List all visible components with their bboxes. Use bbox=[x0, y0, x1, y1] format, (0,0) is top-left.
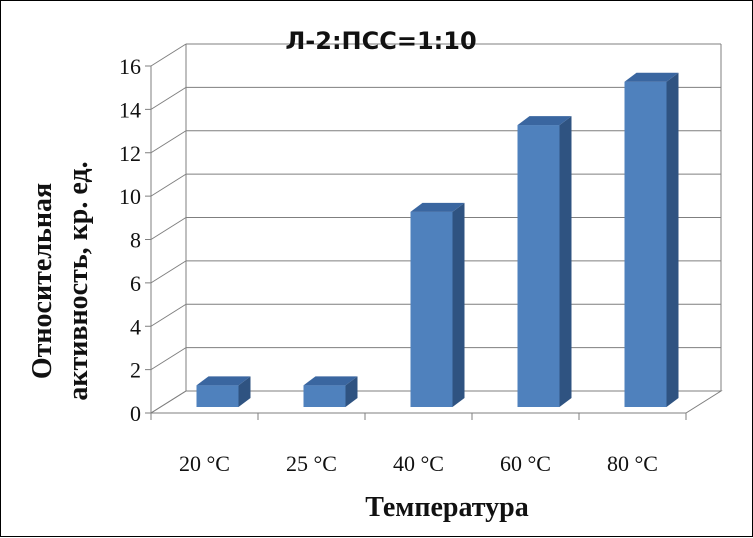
y-tick-label: 0 bbox=[130, 401, 141, 426]
gridline-diagonal bbox=[150, 86, 187, 110]
bar-top bbox=[517, 116, 572, 126]
bar-front bbox=[303, 385, 346, 407]
x-tick-label: 20 °C bbox=[179, 451, 230, 476]
x-axis-title: Температура bbox=[365, 492, 528, 523]
gridline-diagonal bbox=[150, 347, 187, 371]
bar-top bbox=[196, 376, 251, 386]
y-tick-label: 16 bbox=[119, 54, 141, 79]
gridline-diagonal bbox=[150, 260, 187, 284]
y-tick-label: 14 bbox=[119, 97, 141, 122]
bar-front bbox=[410, 211, 453, 407]
x-tick-label: 80 °C bbox=[607, 451, 658, 476]
bar-side bbox=[238, 376, 251, 407]
y-tick-label: 6 bbox=[130, 271, 141, 296]
y-tick-label: 10 bbox=[119, 184, 141, 209]
x-tick-label: 25 °C bbox=[286, 451, 337, 476]
y-tick-label: 8 bbox=[130, 228, 141, 253]
gridline-diagonal bbox=[150, 43, 187, 67]
x-tick-label: 40 °C bbox=[393, 451, 444, 476]
bar-top bbox=[624, 72, 679, 82]
x-tick-label: 60 °C bbox=[500, 451, 551, 476]
gridline-diagonal bbox=[150, 173, 187, 197]
bar-front bbox=[517, 125, 560, 407]
y-tick-label: 12 bbox=[119, 141, 141, 166]
bar-top bbox=[410, 202, 465, 212]
bar-front bbox=[196, 385, 239, 407]
y-tick-labels: 0 2 4 6 8 10 12 14 16 bbox=[119, 54, 141, 426]
x-tick-labels: 20 °C 25 °C 40 °C 60 °C 80 °C bbox=[179, 451, 658, 476]
gridline-diagonal bbox=[150, 130, 187, 154]
bars bbox=[196, 72, 679, 407]
y-tick-label: 4 bbox=[130, 314, 141, 339]
bar bbox=[410, 202, 465, 407]
axes bbox=[145, 44, 723, 420]
bar bbox=[517, 116, 572, 407]
bar-side bbox=[345, 376, 358, 407]
bar bbox=[624, 72, 679, 407]
bar-side bbox=[666, 72, 679, 407]
bar bbox=[303, 376, 358, 407]
bar-side bbox=[559, 116, 572, 407]
gridline-diagonal bbox=[150, 303, 187, 327]
y-axis-title-line2: активность, кр. ед. bbox=[63, 161, 94, 400]
bar-front bbox=[624, 81, 667, 407]
chart-title: Л-2:ПСС=1:10 bbox=[285, 27, 476, 55]
y-axis-title-line1: Относительная bbox=[27, 183, 58, 379]
y-tick-label: 2 bbox=[130, 358, 141, 383]
bar-side bbox=[452, 202, 465, 407]
gridline-diagonal bbox=[150, 217, 187, 240]
bar bbox=[196, 376, 251, 407]
bar-top bbox=[303, 376, 358, 386]
